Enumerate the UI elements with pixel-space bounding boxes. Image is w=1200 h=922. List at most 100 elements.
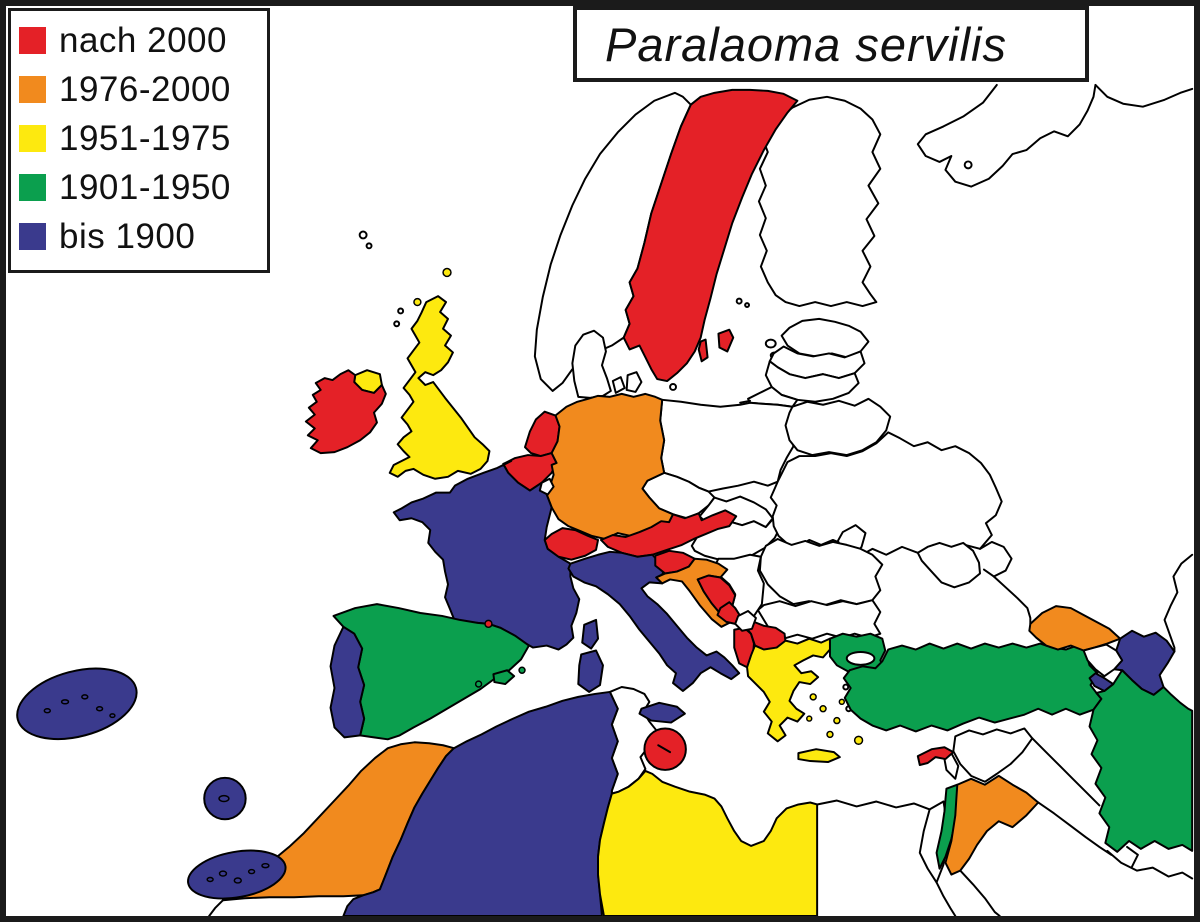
region-sardinia: [577, 649, 604, 693]
region-georgia: [1028, 605, 1122, 652]
region-aegean-island: [833, 716, 841, 725]
coast-caspian-sea: [1163, 553, 1194, 653]
canary-islet: [206, 876, 214, 883]
region-kosovo: [734, 610, 757, 632]
canary-islet: [218, 870, 228, 877]
region-denmark-zealand: [625, 371, 643, 393]
region-syria: [952, 727, 1034, 783]
region-corsica: [581, 618, 600, 650]
region-aegean-island: [838, 698, 846, 706]
region-luxembourg: [538, 477, 555, 496]
coastlines-and-borders: [208, 83, 1194, 916]
region-andorra: [484, 619, 493, 629]
legend-label: bis 1900: [59, 217, 196, 256]
legend-item-1901-1950: 1901-1950: [19, 170, 259, 205]
coast-egypt: [816, 799, 945, 811]
legend-label: 1976-2000: [59, 70, 231, 109]
overlays: [43, 477, 1124, 884]
coast-white-sea: [916, 83, 1097, 188]
region-sweden: [622, 88, 799, 383]
legend-swatch-red: [19, 27, 46, 54]
region-aland-islands: [735, 297, 743, 305]
region-hebrides: [397, 307, 405, 315]
region-crete: [797, 748, 841, 764]
region-great-britain: [388, 295, 491, 480]
region-sicily: [638, 701, 686, 724]
legend: nach 2000 1976-2000 1951-1975 1901-1950 …: [8, 8, 270, 273]
page-title: Paralaoma servilis: [605, 17, 1007, 71]
border-syria-iraq: [1031, 737, 1101, 807]
region-azores-marker: [16, 667, 138, 741]
coast-kuwait: [1126, 845, 1139, 868]
europe-distribution-map: [16, 83, 1194, 916]
legend-swatch-yellow: [19, 125, 46, 152]
azores-islet: [81, 694, 89, 700]
coast-russia-black-sea: [992, 575, 1032, 625]
region-switzerland: [543, 527, 600, 561]
canary-islet: [247, 868, 256, 875]
region-aegean-island: [806, 715, 813, 722]
region-romania: [758, 537, 884, 607]
region-oland: [697, 338, 709, 363]
coast-kaliningrad-spit: [739, 399, 752, 404]
region-aegean-white-island: [842, 683, 850, 691]
sea-of-marmara: [845, 650, 876, 666]
region-crimea: [916, 541, 981, 589]
region-aegean-island: [826, 730, 834, 739]
region-faroe-islands: [365, 242, 373, 250]
coast-red-sea: [935, 881, 957, 916]
region-shetland: [442, 267, 452, 278]
border-saudi-jordan: [959, 869, 1001, 916]
region-nakhchivan: [1088, 672, 1115, 692]
region-jordan: [944, 774, 1040, 876]
region-denmark-funen: [611, 376, 626, 394]
region-orkney: [413, 297, 422, 307]
legend-swatch-orange: [19, 76, 46, 103]
legend-item-1951-1975: 1951-1975: [19, 121, 259, 156]
azores-islet: [95, 706, 104, 712]
region-mallorca: [492, 669, 516, 686]
region-bornholm: [669, 383, 677, 391]
region-turkey: [842, 642, 1103, 733]
madeira-islet: [218, 794, 230, 803]
legend-label: nach 2000: [59, 21, 227, 60]
border-western-sahara: [208, 899, 224, 916]
region-faroe-islands: [358, 230, 368, 240]
legend-swatch-green: [19, 174, 46, 201]
region-aegean-island: [819, 705, 827, 713]
coast-kola: [1094, 83, 1194, 108]
lake-white-sea-islet: [963, 160, 973, 170]
region-canary-islands-marker: [187, 849, 287, 900]
malta-island-outline: [657, 744, 672, 754]
legend-label: 1901-1950: [59, 168, 231, 207]
colored-countries: [16, 88, 1194, 916]
region-saaremaa: [764, 338, 777, 349]
region-gotland: [717, 328, 735, 353]
azores-islet: [43, 707, 51, 714]
region-iran: [1088, 669, 1194, 853]
coast-persian-gulf: [1106, 849, 1194, 880]
region-hebrides: [393, 320, 401, 328]
region-finland: [757, 95, 882, 308]
title-box: Paralaoma servilis: [573, 6, 1089, 82]
canary-islet: [233, 877, 242, 884]
region-portugal: [329, 625, 366, 739]
border-saudi-iraq: [1037, 801, 1113, 856]
region-aegean-island: [809, 693, 817, 701]
legend-swatch-navy: [19, 223, 46, 250]
azores-islet: [109, 713, 116, 719]
region-cyprus: [916, 746, 955, 766]
region-greece: [746, 637, 831, 743]
legend-item-bis-1900: bis 1900: [19, 219, 259, 254]
region-ireland: [304, 369, 387, 455]
region-libya: [597, 769, 819, 916]
region-germany: [545, 392, 675, 540]
region-rhodes: [853, 735, 864, 746]
region-denmark: [571, 329, 612, 399]
region-aland-islands: [744, 302, 751, 309]
coast-sea-of-azov: [979, 540, 1013, 578]
legend-item-nach-2000: nach 2000: [19, 23, 259, 58]
canary-islet: [261, 862, 270, 869]
legend-item-1976-2000: 1976-2000: [19, 72, 259, 107]
